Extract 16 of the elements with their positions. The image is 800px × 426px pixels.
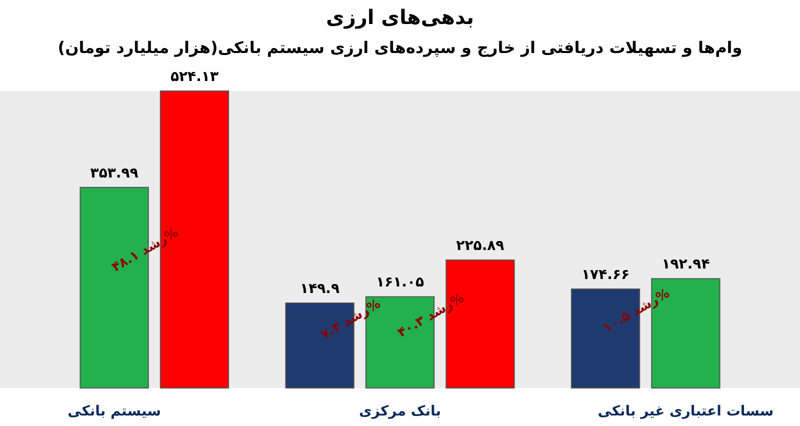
chart-subtitle: وام‌ها و تسهیلات دریافتی از خارج و سپرده‌های ارزی سیستم بانکی(هزار میلیارد تومان) <box>58 38 742 57</box>
data-label: ۱۶۱.۰۵ <box>376 274 424 291</box>
annotation: رشد ۷.۴% <box>318 296 384 343</box>
data-label: ۱۹۲.۹۴ <box>662 256 710 273</box>
chart-title: بدهی‌های ارزی <box>326 5 474 29</box>
data-label: ۱۴۹.۹ <box>300 281 340 298</box>
data-label: ۳۵۳.۹۹ <box>90 165 139 182</box>
annotation: رشد ۱۰.۵% <box>600 286 672 336</box>
data-label: ۱۷۴.۶۶ <box>581 267 630 284</box>
x-tick-label: سیستم بانکی <box>68 404 161 420</box>
data-label: ۲۲۵.۸۹ <box>456 238 505 254</box>
annotation: رشد ۴۸.۱% <box>109 225 182 276</box>
x-tick-label: سسات اعتباری غیر بانکی <box>598 404 774 420</box>
data-label: ۵۲۴.۱۳ <box>170 69 219 85</box>
x-tick-label: بانک مرکزی <box>358 404 442 420</box>
annotation: رشد ۴۰.۳% <box>395 290 467 341</box>
